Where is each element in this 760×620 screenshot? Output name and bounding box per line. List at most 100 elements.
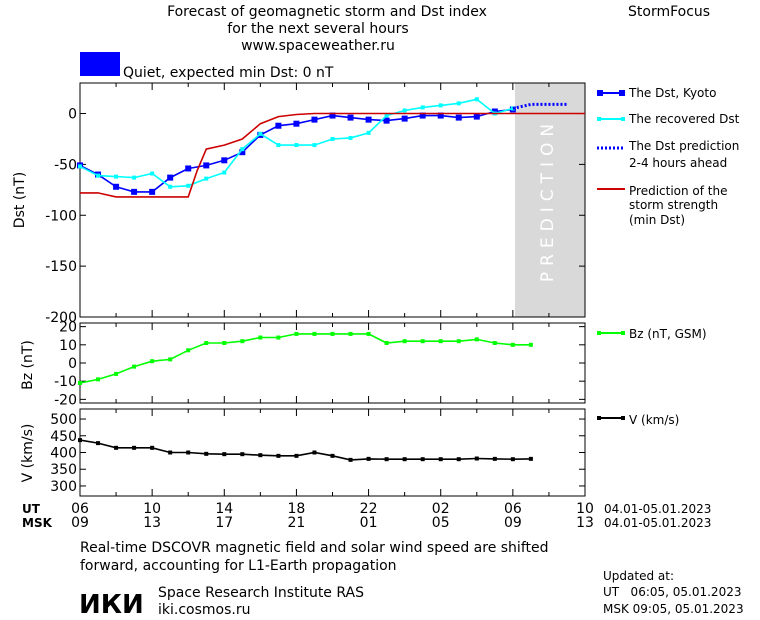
data-point (132, 445, 137, 450)
data-point (168, 450, 173, 455)
data-point (474, 97, 479, 102)
legend-storm-2: storm strength (629, 198, 718, 212)
y-tick-label: 400 (50, 446, 77, 462)
ut-tick-label: 10 (576, 501, 594, 517)
data-point (456, 101, 461, 106)
data-point (528, 342, 533, 347)
data-point (186, 348, 191, 353)
footnote-line1: Real-time DSCOVR magnetic field and sola… (80, 540, 549, 556)
footnote-line2: forward, accounting for L1-Earth propaga… (80, 558, 397, 574)
y-tick-label: 10 (59, 338, 77, 354)
y-tick-label: 500 (50, 412, 77, 428)
data-point (204, 176, 209, 181)
data-point (185, 165, 192, 172)
data-point (186, 450, 191, 455)
source-url: www.spaceweather.ru (241, 38, 395, 54)
data-point (330, 331, 335, 336)
legend-dst-kyoto-marker-2 (619, 90, 625, 96)
data-point (437, 112, 444, 119)
legend-dst-prediction-2: 2-4 hours ahead (629, 156, 727, 170)
y-tick-label: -100 (45, 208, 77, 224)
data-point (329, 112, 336, 119)
data-point (239, 149, 246, 156)
data-point (456, 339, 461, 344)
ut-tick-label: 22 (360, 501, 378, 517)
chart-title-line1: Forecast of geomagnetic storm and Dst in… (167, 4, 487, 20)
data-point (258, 335, 263, 340)
data-point (186, 183, 191, 188)
data-point (420, 105, 425, 110)
ut-tick-label: 06 (504, 501, 522, 517)
y-tick-label: 450 (50, 429, 77, 445)
ut-tick-label: 14 (215, 501, 233, 517)
msk-label: MSK (22, 516, 53, 530)
data-point (419, 112, 426, 119)
legend-bz-marker (597, 331, 601, 335)
legend-dst-kyoto: The Dst, Kyoto (628, 86, 716, 100)
data-point (222, 170, 227, 175)
legend-dst-recovered-marker-2 (621, 117, 625, 121)
legend-storm-1: Prediction of the (629, 184, 728, 198)
ut-label: UT (22, 502, 41, 516)
status-text: Quiet, expected min Dst: 0 nT (123, 65, 334, 81)
data-point (132, 364, 137, 369)
data-point (455, 114, 462, 121)
data-point (438, 103, 443, 108)
series-line-the-recovered-dst (79, 98, 514, 188)
data-point (491, 108, 498, 115)
data-point (167, 174, 174, 181)
data-point (473, 113, 480, 120)
data-point (78, 164, 82, 169)
data-point (510, 342, 515, 347)
data-point (528, 456, 533, 461)
prediction-label: PREDICTION (538, 118, 558, 282)
data-point (402, 339, 407, 344)
prediction-zone (515, 83, 585, 317)
y-tick-label: 20 (59, 320, 77, 336)
data-point (150, 359, 155, 364)
dst-axis-label: Dst (nT) (12, 172, 28, 228)
ut-tick-label: 18 (288, 501, 306, 517)
data-point (113, 183, 120, 190)
legend-bz-marker-2 (621, 331, 625, 335)
data-point (131, 188, 138, 195)
data-point (438, 339, 443, 344)
data-point (203, 162, 210, 169)
y-tick-label: 0 (68, 107, 77, 123)
data-point (347, 114, 354, 121)
legend-v-marker (597, 416, 601, 420)
data-point (222, 452, 227, 457)
y-tick-label: 300 (50, 479, 77, 495)
data-point (312, 143, 317, 148)
data-point (492, 456, 497, 461)
msk-tick-label: 09 (504, 515, 522, 531)
v-plot-frame (79, 408, 586, 497)
status-swatch (80, 52, 120, 76)
updated-ut: UT 06:05, 05.01.2023 (603, 585, 741, 599)
data-point (348, 331, 353, 336)
data-point (492, 341, 497, 345)
data-point (78, 438, 82, 443)
data-point (312, 450, 317, 455)
data-point (168, 184, 173, 189)
data-point (240, 147, 245, 152)
data-point (276, 335, 281, 340)
data-point (132, 175, 137, 180)
date-range-ut: 04.01-05.01.2023 (604, 502, 711, 516)
y-tick-label: -200 (45, 310, 77, 326)
data-point (366, 331, 371, 336)
data-point (293, 120, 300, 127)
series-line-the-dst-prediction (512, 102, 567, 110)
data-point (456, 457, 461, 462)
series-line-bz-nt-gsm- (79, 333, 531, 384)
data-point (275, 122, 282, 129)
data-point (365, 116, 372, 123)
data-point (474, 337, 479, 342)
legend-dst-prediction-1: The Dst prediction (628, 139, 739, 153)
updated-label: Updated at: (603, 569, 674, 583)
data-point (276, 453, 281, 458)
data-point (312, 331, 317, 336)
data-point (222, 341, 227, 345)
data-point (311, 116, 318, 123)
